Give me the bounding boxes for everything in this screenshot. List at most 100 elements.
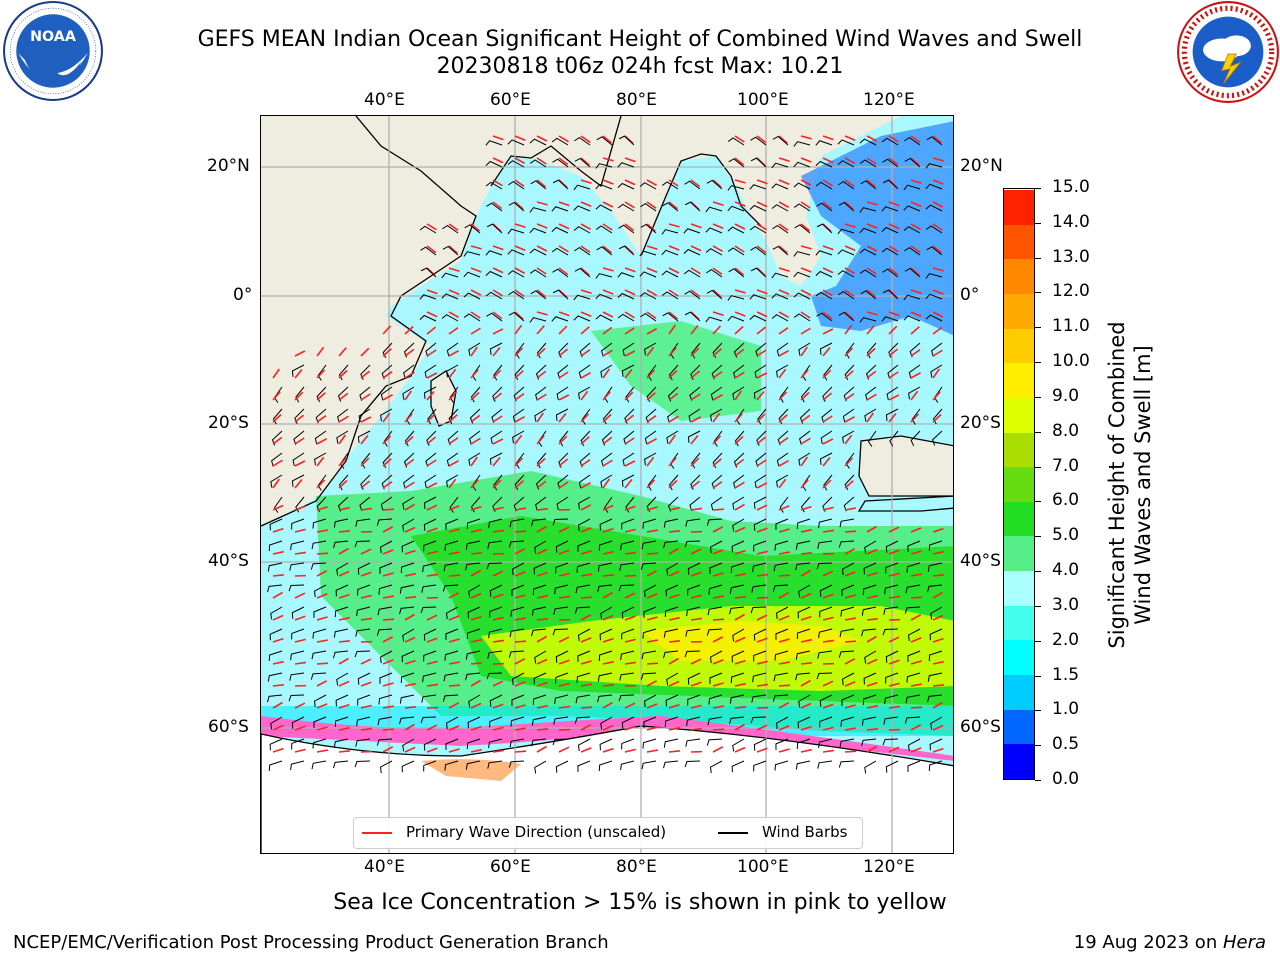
wave-direction-arrow <box>866 412 874 423</box>
wind-barb <box>793 141 811 147</box>
wave-direction-arrow <box>866 201 878 206</box>
wave-direction-arrow <box>448 223 459 231</box>
wave-direction-arrow <box>866 525 877 533</box>
wind-barb <box>775 716 789 730</box>
wave-direction-arrow <box>426 724 438 731</box>
wave-direction-arrow <box>646 289 658 297</box>
wind-barb <box>908 364 921 379</box>
wave-direction-arrow <box>888 201 900 207</box>
wave-direction-arrow <box>448 661 460 665</box>
wave-direction-arrow <box>272 591 283 599</box>
wind-barb <box>867 430 877 447</box>
wind-barb <box>602 408 613 425</box>
wave-direction-arrow <box>712 659 724 665</box>
wave-direction-arrow <box>888 549 900 555</box>
wave-direction-arrow <box>668 680 680 687</box>
wave-direction-arrow <box>778 478 787 489</box>
wind-barb <box>444 760 459 771</box>
wind-barb <box>907 650 921 662</box>
wind-barb <box>577 628 591 642</box>
wave-direction-arrow <box>470 327 481 335</box>
wind-barb <box>314 430 327 445</box>
wave-direction-arrow <box>294 638 306 643</box>
wind-barb <box>577 738 591 752</box>
wave-direction-arrow <box>932 311 944 318</box>
wave-direction-arrow <box>624 638 636 643</box>
wave-direction-arrow <box>932 637 944 643</box>
wind-barb <box>863 672 877 685</box>
wave-direction-arrow <box>602 504 614 511</box>
wave-direction-arrow <box>668 245 680 251</box>
wind-barb <box>357 430 371 443</box>
wave-direction-arrow <box>932 135 943 144</box>
wind-barb <box>291 474 305 487</box>
wind-barb <box>313 606 327 618</box>
wave-direction-arrow <box>580 245 591 253</box>
wave-direction-arrow <box>910 201 922 208</box>
wind-barb <box>333 760 349 769</box>
wave-direction-arrow <box>536 223 548 229</box>
wind-barb <box>859 248 877 256</box>
colorbar-tick-label: 1.5 <box>1052 664 1080 685</box>
wind-barb <box>288 694 305 702</box>
wave-direction-arrow <box>470 662 483 665</box>
wave-direction-arrow <box>492 749 505 753</box>
wind-barb <box>290 540 305 551</box>
wind-barb <box>800 496 811 513</box>
wind-barb <box>793 313 811 322</box>
wind-barb <box>595 225 613 234</box>
wind-barb <box>663 518 679 528</box>
wave-direction-arrow <box>844 727 856 731</box>
wave-direction-arrow <box>536 245 548 252</box>
wave-direction-arrow <box>382 728 395 731</box>
wind-barb <box>267 672 283 682</box>
wave-direction-arrow <box>382 412 391 423</box>
wave-direction-arrow <box>888 705 901 709</box>
wave-direction-arrow <box>360 681 372 687</box>
wind-barb <box>596 246 613 256</box>
wave-direction-arrow <box>492 157 504 164</box>
wind-barb <box>578 474 591 489</box>
wind-barb <box>687 584 701 596</box>
wind-barb <box>838 760 855 768</box>
wind-barb <box>468 694 481 708</box>
wave-direction-arrow <box>800 505 812 511</box>
wave-direction-arrow <box>492 479 502 489</box>
wind-barb <box>779 496 789 513</box>
wave-direction-arrow <box>690 416 702 423</box>
wave-direction-arrow <box>844 201 854 210</box>
wind-barb <box>753 540 767 552</box>
wave-direction-arrow <box>316 415 327 423</box>
wind-barb <box>580 430 591 447</box>
wave-direction-arrow <box>844 179 855 187</box>
wave-direction-arrow <box>316 529 328 533</box>
wind-barb <box>508 650 525 658</box>
wave-direction-arrow <box>734 223 746 230</box>
wave-direction-arrow <box>426 504 438 511</box>
wind-barb <box>377 716 393 726</box>
wind-barb <box>378 694 393 705</box>
wave-direction-arrow <box>382 636 394 643</box>
wind-barb <box>463 251 481 257</box>
wave-direction-arrow <box>602 614 614 621</box>
wave-direction-arrow <box>712 245 724 253</box>
colorbar-tick <box>1035 431 1041 433</box>
wave-direction-arrow <box>272 436 283 445</box>
wave-direction-arrow <box>536 157 547 165</box>
wind-barb <box>334 716 349 728</box>
wave-direction-arrow <box>360 416 372 423</box>
wind-barb <box>269 628 283 641</box>
wind-barb <box>685 628 701 637</box>
wind-barb <box>336 672 349 686</box>
wave-direction-arrow <box>712 636 724 643</box>
wind-barb <box>291 518 305 530</box>
wind-barb <box>576 672 591 683</box>
wave-direction-arrow <box>844 347 854 357</box>
wind-barb <box>859 227 877 234</box>
wind-barb <box>508 311 525 322</box>
wind-barb <box>691 342 701 359</box>
wave-direction-arrow <box>536 325 545 335</box>
wave-direction-arrow <box>624 311 635 319</box>
wind-barb <box>486 202 503 212</box>
wind-barb <box>595 314 613 322</box>
